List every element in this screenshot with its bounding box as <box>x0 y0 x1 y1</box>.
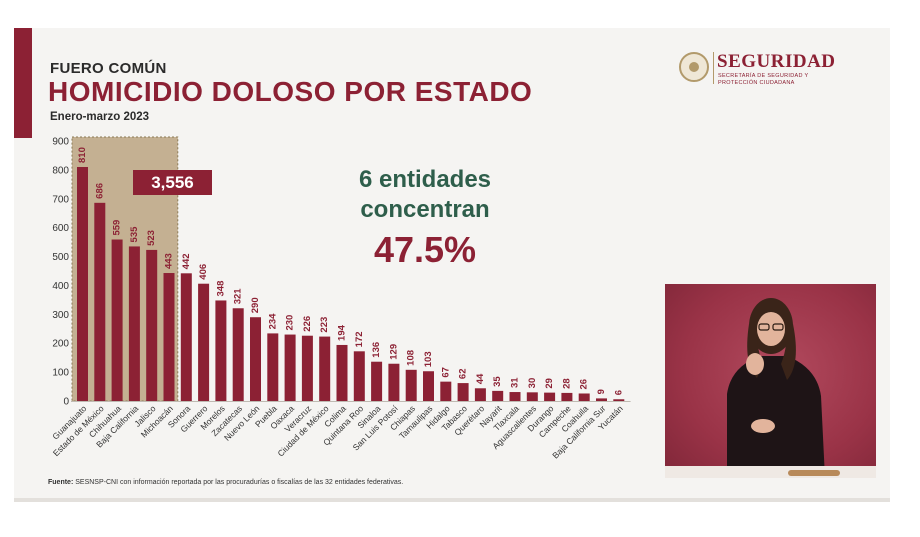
data-label: 35 <box>492 376 503 387</box>
callout-text: 6 entidades concentran <box>340 165 510 225</box>
data-label: 26 <box>579 379 590 390</box>
y-tick-label: 600 <box>52 223 69 234</box>
data-label: 67 <box>440 367 451 378</box>
data-label: 223 <box>319 317 330 333</box>
logo-subtitle: SECRETARÍA DE SEGURIDAD Y PROTECCIÓN CIU… <box>718 73 809 86</box>
data-label: 30 <box>527 378 538 389</box>
data-label: 129 <box>388 344 399 360</box>
data-label: 29 <box>544 378 555 389</box>
y-tick-label: 500 <box>52 252 69 263</box>
bar <box>250 317 261 401</box>
y-tick-label: 100 <box>52 368 69 379</box>
y-tick-label: 900 <box>52 137 69 148</box>
data-label: 348 <box>215 281 226 297</box>
data-label: 103 <box>423 351 434 367</box>
source-text: SESNSP-CNI con información reportada por… <box>75 479 404 486</box>
data-label: 442 <box>181 253 192 269</box>
bar <box>405 369 417 401</box>
bar <box>561 392 573 401</box>
data-label: 31 <box>510 377 521 388</box>
data-label: 108 <box>406 350 417 366</box>
video-logo <box>788 470 840 476</box>
data-label: 559 <box>112 220 123 236</box>
bar <box>457 383 469 401</box>
bar <box>509 392 521 401</box>
data-label: 44 <box>475 373 486 384</box>
bar <box>353 351 365 401</box>
bar <box>319 336 331 401</box>
kicker-label: FUERO COMÚN <box>50 60 167 77</box>
data-label: 9 <box>596 389 607 394</box>
data-label: 810 <box>77 147 88 163</box>
bar <box>613 399 625 401</box>
data-label: 172 <box>354 331 365 347</box>
video-footer <box>665 466 876 478</box>
data-label: 62 <box>458 369 469 380</box>
y-tick-label: 800 <box>52 165 69 176</box>
y-tick-label: 700 <box>52 194 69 205</box>
bar <box>474 388 486 401</box>
bar <box>336 344 348 401</box>
y-tick-label: 300 <box>52 310 69 321</box>
bar <box>232 308 244 401</box>
callout-percent: 47.5% <box>373 229 477 270</box>
bar <box>492 390 504 401</box>
callout-line-2: concentran <box>360 196 490 223</box>
highlight-total-badge: 3,556 <box>133 170 212 195</box>
bar <box>111 239 123 401</box>
bar <box>180 273 192 401</box>
bar <box>146 249 158 401</box>
bar <box>77 167 88 401</box>
data-label: 321 <box>233 288 244 305</box>
source-label: Fuente: <box>48 479 74 486</box>
data-label: 136 <box>371 342 382 358</box>
callout-line-1: 6 entidades <box>358 166 492 193</box>
bar <box>371 361 383 401</box>
source-note: Fuente: SESNSP-CNI con información repor… <box>48 479 403 486</box>
data-label: 443 <box>164 253 175 269</box>
bar <box>544 392 556 401</box>
data-label: 406 <box>198 264 209 280</box>
logo-divider <box>713 52 714 84</box>
data-label: 234 <box>267 313 278 330</box>
bar <box>423 371 434 401</box>
data-label: 230 <box>285 315 296 331</box>
interpreter-figure-icon <box>727 298 825 478</box>
bar <box>215 300 227 401</box>
bar <box>267 333 279 401</box>
y-tick-label: 400 <box>52 281 69 292</box>
seal-icon <box>679 52 709 82</box>
period-label: Enero-marzo 2023 <box>50 111 150 123</box>
data-label: 226 <box>302 316 313 332</box>
bar <box>94 202 106 401</box>
data-label: 535 <box>129 226 140 243</box>
bar <box>284 334 296 401</box>
seguridad-logo: SEGURIDAD SECRETARÍA DE SEGURIDAD Y PROT… <box>679 50 849 90</box>
bar <box>388 363 400 401</box>
bottom-divider <box>14 498 890 502</box>
page-title: HOMICIDIO DOLOSO POR ESTADO <box>48 76 533 107</box>
data-label: 28 <box>561 378 572 389</box>
data-label: 290 <box>250 297 261 313</box>
bar <box>128 246 140 401</box>
sign-language-interpreter-video <box>665 284 876 478</box>
bar <box>526 392 538 401</box>
bar <box>578 393 590 401</box>
bar <box>596 398 607 401</box>
bar <box>301 335 313 401</box>
data-label: 686 <box>94 183 105 199</box>
y-tick-label: 0 <box>63 397 69 408</box>
data-label: 523 <box>146 230 157 246</box>
bar <box>440 381 452 401</box>
bar <box>198 283 210 401</box>
y-tick-label: 200 <box>52 339 69 350</box>
bar <box>163 273 175 401</box>
accent-bar <box>14 28 32 138</box>
logo-name: SEGURIDAD <box>717 51 836 72</box>
data-label: 6 <box>613 390 624 395</box>
data-label: 194 <box>337 324 348 341</box>
